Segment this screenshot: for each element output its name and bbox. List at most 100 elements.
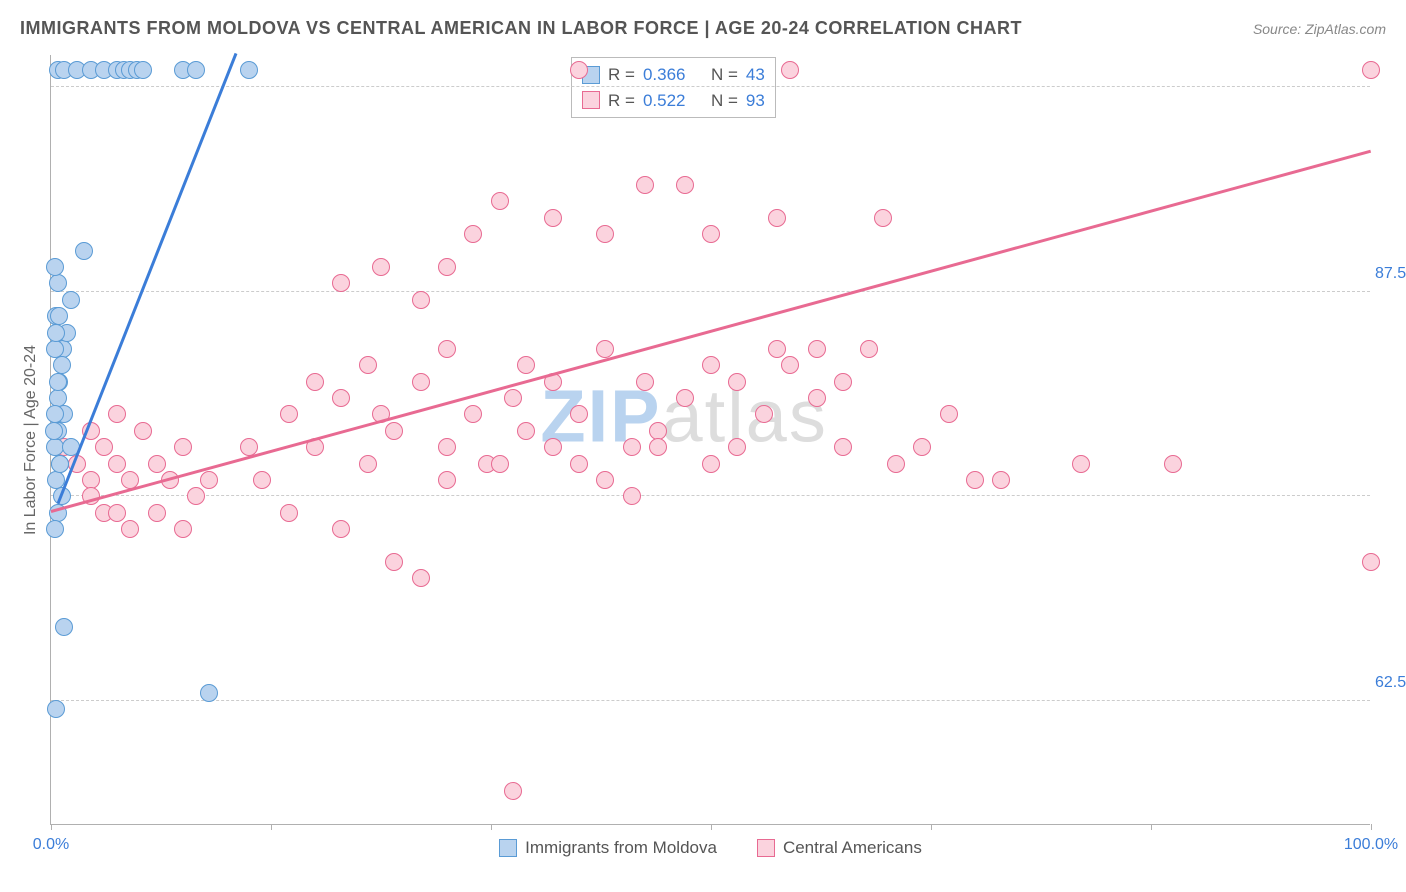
x-tick (711, 824, 712, 830)
legend-square-moldova (499, 839, 517, 857)
point-central (636, 373, 654, 391)
point-moldova (53, 356, 71, 374)
point-central (570, 61, 588, 79)
point-central (517, 422, 535, 440)
point-central (781, 61, 799, 79)
point-moldova (134, 61, 152, 79)
point-central (412, 569, 430, 587)
point-central (544, 438, 562, 456)
point-central (359, 356, 377, 374)
point-central (702, 356, 720, 374)
legend-N-label: N = (711, 88, 738, 114)
x-tick (51, 824, 52, 830)
point-central (280, 504, 298, 522)
point-central (992, 471, 1010, 489)
point-central (134, 422, 152, 440)
legend-label-moldova: Immigrants from Moldova (525, 838, 717, 858)
point-moldova (55, 618, 73, 636)
point-central (108, 504, 126, 522)
point-central (504, 389, 522, 407)
point-central (1072, 455, 1090, 473)
point-central (108, 455, 126, 473)
y-tick-label: 87.5% (1375, 265, 1406, 283)
point-central (174, 438, 192, 456)
point-central (676, 389, 694, 407)
point-moldova (46, 520, 64, 538)
point-central (332, 389, 350, 407)
scatter-plot: ZIPatlas R = 0.366 N = 43 R = 0.522 N = … (50, 55, 1370, 825)
point-central (649, 422, 667, 440)
point-central (148, 455, 166, 473)
legend-R-central: 0.522 (643, 88, 686, 114)
x-tick-label: 0.0% (33, 836, 69, 854)
point-moldova (75, 242, 93, 260)
point-central (649, 438, 667, 456)
point-central (491, 192, 509, 210)
point-central (887, 455, 905, 473)
point-central (1362, 61, 1380, 79)
legend-item-central: Central Americans (757, 838, 922, 858)
point-central (1164, 455, 1182, 473)
point-central (596, 225, 614, 243)
point-central (768, 340, 786, 358)
legend-N-label: N = (711, 62, 738, 88)
point-moldova (187, 61, 205, 79)
point-moldova (240, 61, 258, 79)
point-central (412, 373, 430, 391)
point-central (728, 373, 746, 391)
point-moldova (49, 274, 67, 292)
point-central (702, 225, 720, 243)
point-central (385, 422, 403, 440)
point-central (280, 405, 298, 423)
point-central (108, 405, 126, 423)
point-central (570, 405, 588, 423)
point-central (464, 405, 482, 423)
point-moldova (47, 700, 65, 718)
point-central (834, 438, 852, 456)
legend-stat-moldova: R = 0.366 N = 43 (582, 62, 765, 88)
point-central (544, 209, 562, 227)
point-central (874, 209, 892, 227)
point-central (82, 471, 100, 489)
x-tick (491, 824, 492, 830)
legend-label-central: Central Americans (783, 838, 922, 858)
point-central (95, 438, 113, 456)
point-central (504, 782, 522, 800)
point-moldova (49, 389, 67, 407)
x-tick (271, 824, 272, 830)
point-central (174, 520, 192, 538)
chart-title: IMMIGRANTS FROM MOLDOVA VS CENTRAL AMERI… (20, 18, 1022, 39)
gridline (51, 700, 1370, 701)
y-axis-label: In Labor Force | Age 20-24 (22, 345, 40, 535)
point-central (148, 504, 166, 522)
point-central (464, 225, 482, 243)
x-tick (1371, 824, 1372, 830)
point-central (913, 438, 931, 456)
legend-item-moldova: Immigrants from Moldova (499, 838, 717, 858)
legend-R-label: R = (608, 88, 635, 114)
point-central (702, 455, 720, 473)
point-central (121, 520, 139, 538)
point-moldova (47, 324, 65, 342)
point-moldova (51, 455, 69, 473)
x-tick (1151, 824, 1152, 830)
point-central (728, 438, 746, 456)
point-central (808, 389, 826, 407)
point-central (438, 471, 456, 489)
point-central (412, 291, 430, 309)
point-central (596, 471, 614, 489)
point-central (808, 340, 826, 358)
point-central (834, 373, 852, 391)
point-moldova (45, 422, 63, 440)
legend-square-central (582, 91, 600, 109)
point-central (253, 471, 271, 489)
point-moldova (46, 340, 64, 358)
x-tick-label: 100.0% (1344, 836, 1398, 854)
gridline (51, 86, 1370, 87)
point-moldova (46, 258, 64, 276)
point-central (966, 471, 984, 489)
legend-R-label: R = (608, 62, 635, 88)
gridline (51, 495, 1370, 496)
legend-N-central: 93 (746, 88, 765, 114)
point-central (623, 438, 641, 456)
